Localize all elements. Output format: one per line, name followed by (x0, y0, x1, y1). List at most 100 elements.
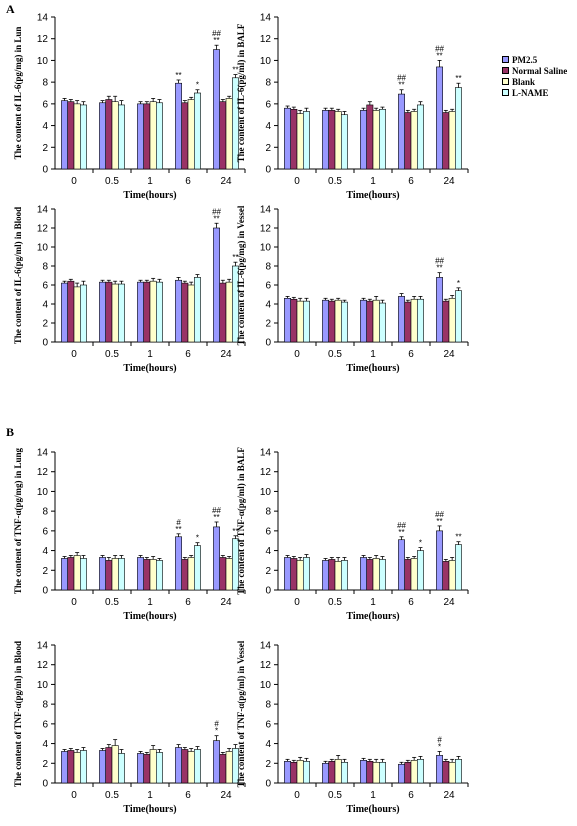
bar (436, 530, 443, 591)
y-tick-label: 2 (265, 143, 271, 154)
y-tick-label: 12 (37, 467, 49, 478)
significance-mark: ## (435, 510, 444, 519)
bar (118, 283, 125, 343)
x-tick-label: 6 (408, 790, 414, 801)
y-tick-label: 10 (37, 680, 49, 691)
y-tick-label: 6 (42, 719, 48, 730)
bar (322, 299, 329, 343)
bar (410, 760, 418, 784)
bar (187, 284, 195, 343)
bar (181, 102, 189, 170)
x-tick-label: 6 (408, 597, 414, 608)
significance-mark: * (457, 279, 460, 288)
bar (398, 296, 405, 343)
bar (436, 755, 443, 784)
significance-mark: ** (175, 525, 181, 534)
x-axis-label: Time(hours) (123, 804, 176, 815)
y-tick-label: 6 (265, 99, 271, 110)
significance-mark: ** (455, 533, 461, 542)
x-tick-label: 24 (220, 176, 232, 187)
bar (143, 281, 151, 343)
y-tick-label: 10 (37, 56, 49, 67)
x-tick-label: 0.5 (328, 349, 342, 360)
x-axis-label: Time(hours) (123, 190, 176, 201)
bar (442, 300, 450, 343)
x-tick-label: 1 (147, 176, 153, 187)
bar (442, 761, 450, 784)
x-tick-label: 6 (185, 790, 191, 801)
x-tick-label: 0.5 (105, 597, 119, 608)
bar (410, 558, 418, 591)
legend-swatch-pm25 (502, 56, 509, 63)
bar (137, 557, 144, 591)
bar (73, 286, 81, 343)
bar (194, 749, 201, 784)
x-tick-label: 0 (71, 349, 77, 360)
bar (340, 114, 348, 170)
bar (454, 290, 462, 343)
y-tick-label: 0 (42, 779, 48, 790)
bar (322, 110, 329, 170)
bar (61, 282, 69, 343)
bar (175, 279, 182, 343)
x-tick-label: 0.5 (105, 790, 119, 801)
significance-mark: # (176, 518, 181, 527)
bar (302, 300, 310, 343)
significance-mark: ** (232, 66, 238, 75)
y-tick-label: 2 (42, 143, 48, 154)
y-tick-label: 14 (260, 13, 272, 24)
x-tick-label: 6 (185, 176, 191, 187)
bar (213, 740, 220, 784)
significance-mark: ## (212, 207, 221, 216)
bar (334, 561, 342, 591)
bar (340, 560, 348, 591)
bar (302, 761, 310, 784)
x-tick-label: 0.5 (328, 176, 342, 187)
bar (360, 110, 367, 170)
bar (296, 760, 304, 784)
y-axis-label: The content of TNF-α(pg/ml) in Vessel (236, 640, 246, 787)
y-tick-label: 4 (42, 300, 48, 311)
bar (67, 750, 75, 784)
bar (296, 113, 304, 170)
x-tick-label: 1 (147, 349, 153, 360)
bar (156, 560, 163, 591)
y-tick-label: 14 (260, 448, 272, 459)
bar (454, 87, 462, 170)
x-tick-label: 24 (220, 349, 232, 360)
y-axis-label: The content of TNF-α(pg/mg) in Lung (13, 447, 23, 594)
significance-mark: ** (398, 81, 404, 90)
bar (436, 277, 443, 343)
y-tick-label: 14 (37, 448, 49, 459)
legend-swatch-normal-saline (502, 67, 509, 74)
y-tick-label: 2 (265, 566, 271, 577)
bar (225, 281, 233, 343)
bar (105, 99, 113, 170)
bar (219, 282, 227, 343)
bar (360, 557, 367, 591)
bar (340, 761, 348, 784)
legend-label-l-name: L-NAME (512, 87, 549, 98)
bar (290, 558, 298, 591)
bar (111, 745, 119, 784)
bar (416, 104, 424, 170)
x-tick-label: 6 (408, 349, 414, 360)
bar (111, 101, 119, 170)
bar (302, 557, 310, 591)
bar (372, 761, 380, 784)
bar (366, 761, 374, 784)
bar (194, 277, 201, 343)
significance-mark: ** (232, 527, 238, 536)
y-tick-label: 0 (42, 165, 48, 176)
bar (118, 753, 125, 784)
y-tick-label: 12 (37, 224, 49, 235)
bar (404, 761, 412, 784)
x-tick-label: 1 (147, 790, 153, 801)
y-axis-label: The content of TNF-α(pg/ml) in Blood (13, 641, 23, 787)
y-tick-label: 8 (265, 700, 271, 711)
y-tick-label: 10 (260, 680, 272, 691)
bar (340, 301, 348, 343)
